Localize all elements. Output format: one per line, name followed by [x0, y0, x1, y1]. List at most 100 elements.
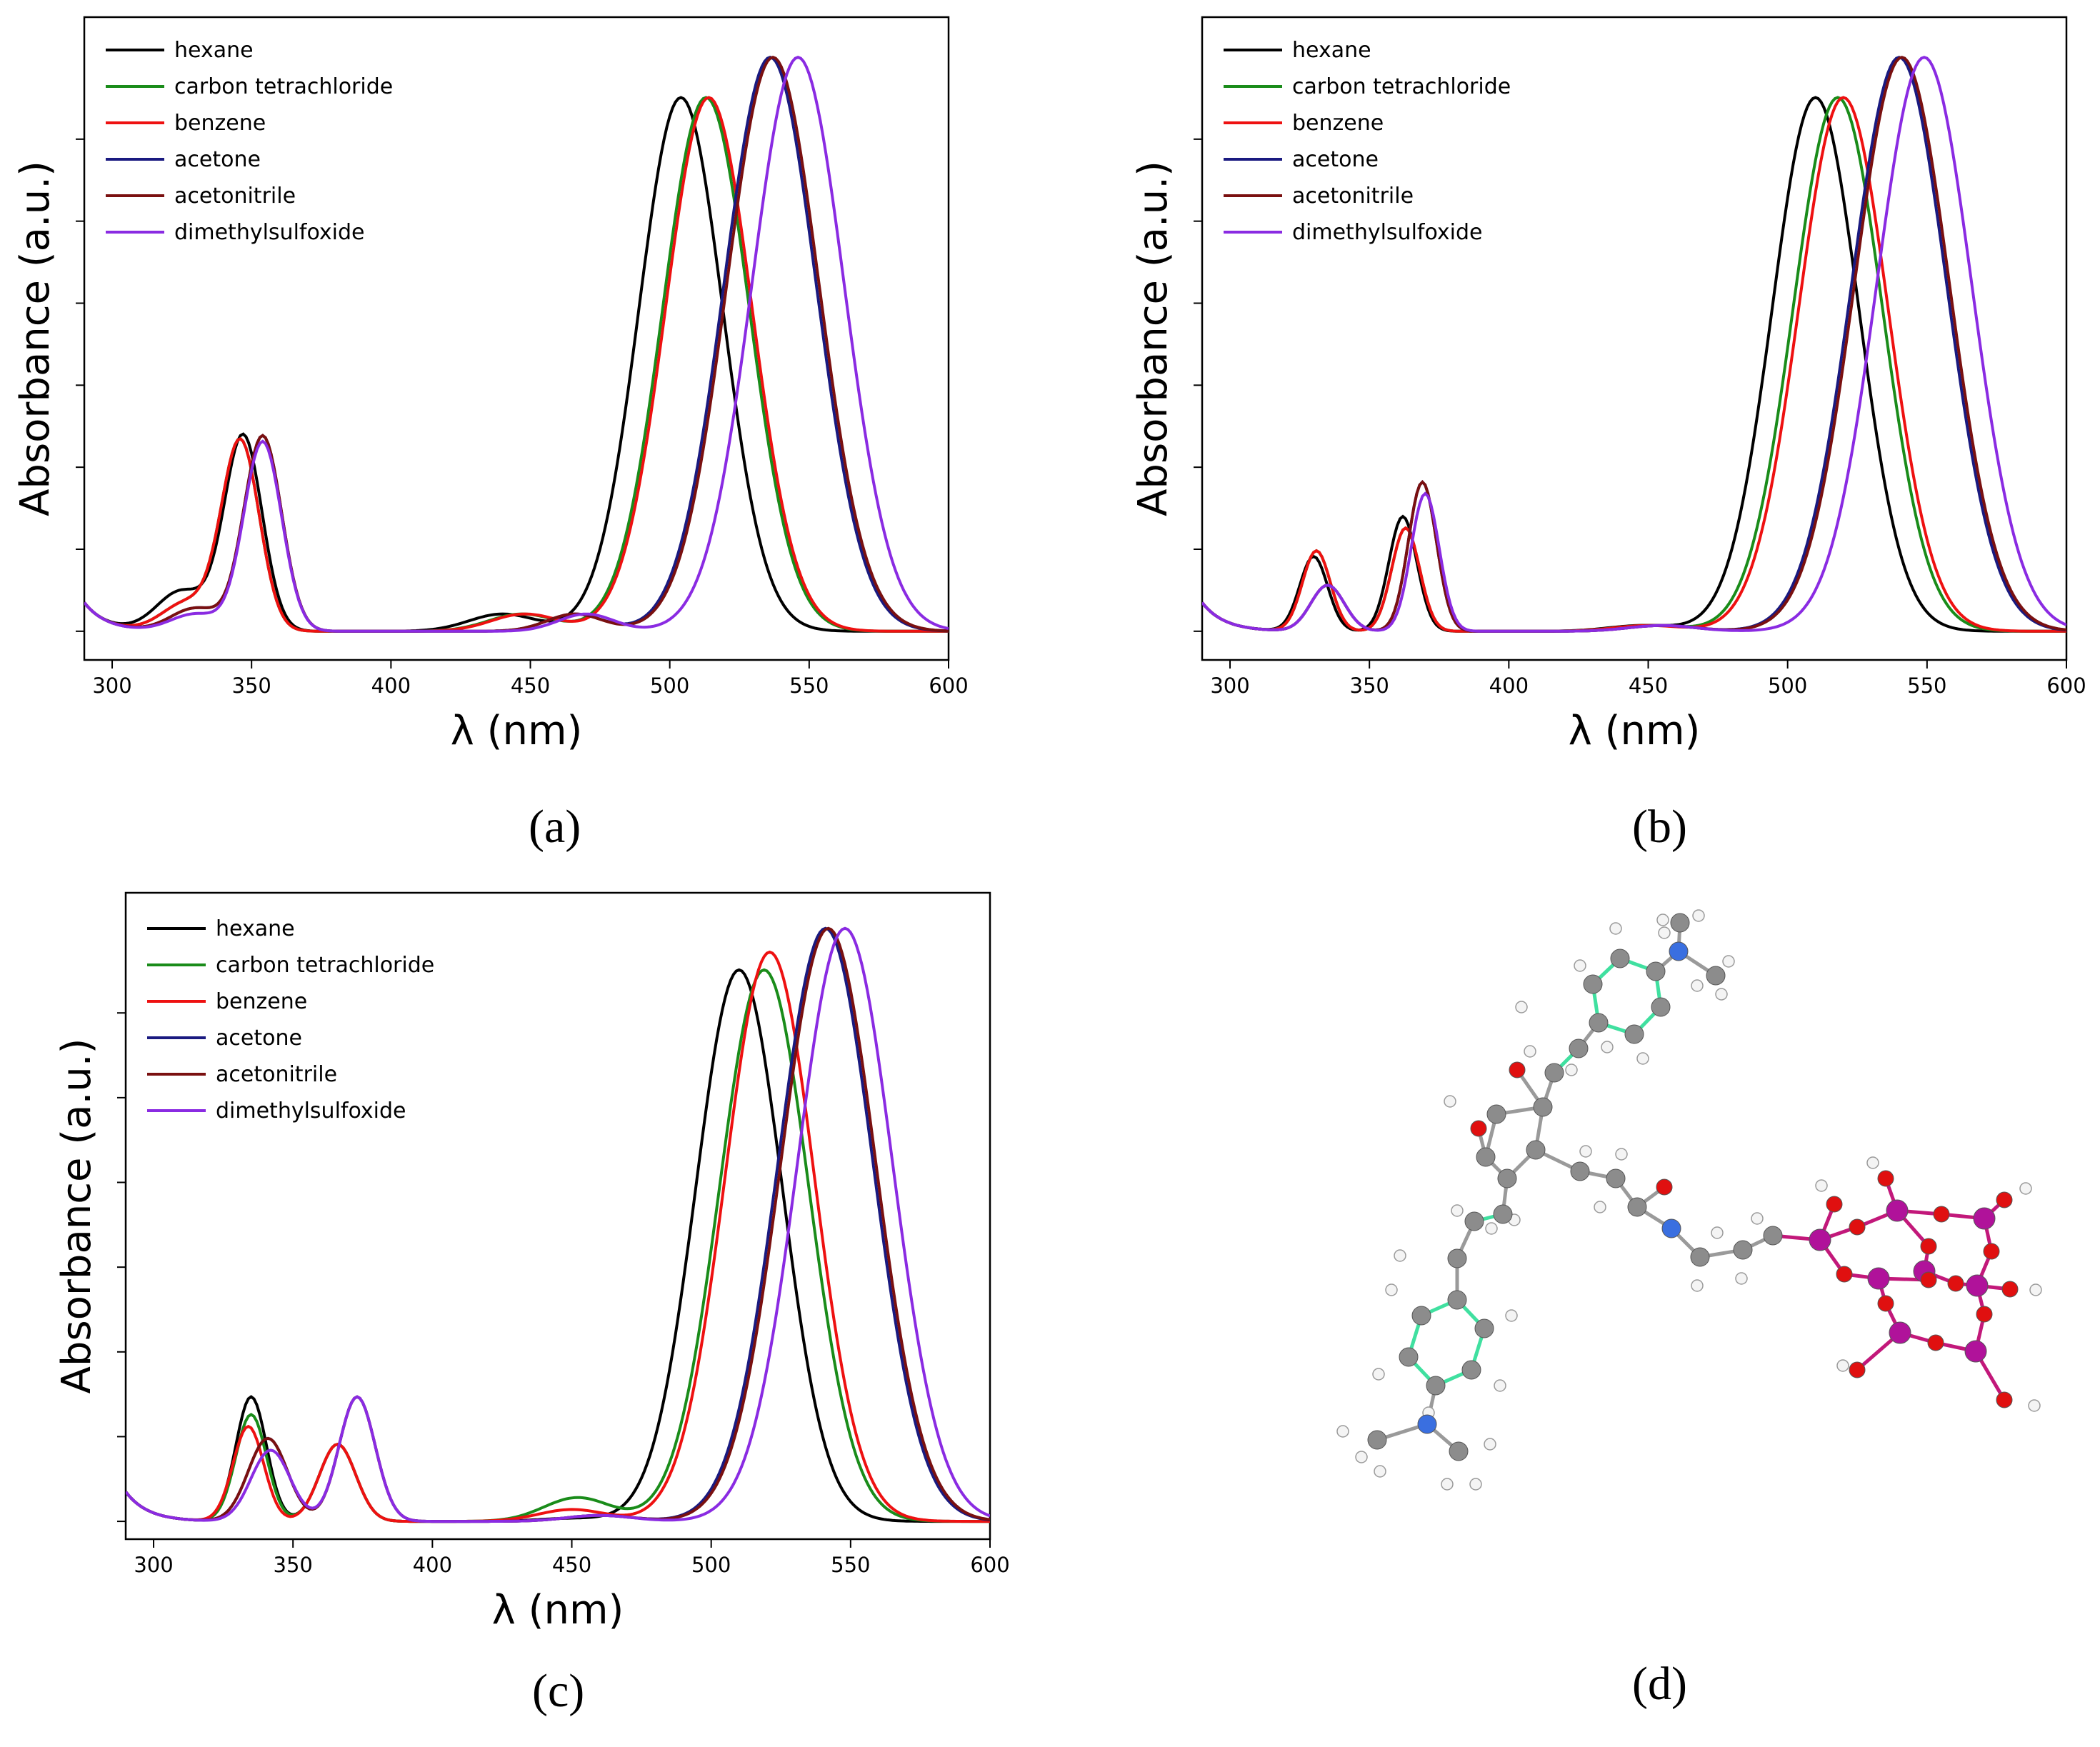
hydrogen-atom: [1394, 1249, 1406, 1262]
legend-label: dimethylsulfoxide: [174, 220, 364, 245]
legend-label: carbon tetrachloride: [1292, 74, 1511, 99]
hydrogen-atom: [1636, 1052, 1649, 1065]
y-axis-label: Absorbance (a.u.): [54, 1038, 100, 1394]
hydrogen-atom: [1372, 1368, 1385, 1381]
hydrogen-atom: [2028, 1399, 2041, 1412]
hydrogen-atom: [1484, 1438, 1496, 1451]
hydrogen-atom: [1524, 1045, 1536, 1058]
hydrogen-atom: [1836, 1359, 1849, 1372]
carbon-atom: [1646, 961, 1666, 981]
legend-label: benzene: [1292, 111, 1384, 136]
hydrogen-atom: [1722, 955, 1735, 968]
oxygen-atom: [1849, 1361, 1866, 1378]
oxygen-atom: [1983, 1243, 2000, 1260]
x-tick-label: 550: [789, 674, 829, 698]
hydrogen-atom: [1579, 1145, 1592, 1158]
x-tick-label: 300: [92, 674, 131, 698]
hydrogen-atom: [1751, 1212, 1764, 1225]
x-axis-label: λ (nm): [1569, 708, 1701, 754]
hydrogen-atom: [2019, 1182, 2032, 1195]
carbon-atom: [1399, 1347, 1419, 1367]
panel-label-a: (a): [529, 801, 581, 853]
legend-label: hexane: [174, 38, 254, 63]
oxygen-atom: [1920, 1271, 1937, 1288]
x-tick-label: 550: [831, 1553, 870, 1577]
carbon-atom: [1570, 1161, 1590, 1181]
phosphorus-atom: [1973, 1207, 1996, 1230]
oxygen-atom: [1656, 1178, 1673, 1196]
hydrogen-atom: [1658, 926, 1671, 939]
oxygen-atom: [1947, 1275, 1964, 1292]
nitrogen-atom: [1669, 941, 1689, 961]
carbon-atom: [1464, 1211, 1484, 1231]
y-axis-label: Absorbance (a.u.): [1130, 161, 1176, 516]
carbon-atom: [1583, 974, 1603, 994]
carbon-atom: [1706, 966, 1726, 986]
legend-label: acetone: [1292, 147, 1379, 172]
plot-frame: [83, 16, 950, 661]
carbon-atom: [1763, 1226, 1783, 1246]
carbon-atom: [1624, 1024, 1644, 1044]
hydrogen-atom: [1815, 1179, 1828, 1192]
series-line-acetone: [1202, 56, 2066, 633]
carbon-atom: [1461, 1360, 1481, 1380]
x-tick-label: 600: [929, 674, 968, 698]
x-tick-label: 600: [970, 1553, 1009, 1577]
hydrogen-atom: [2029, 1283, 2042, 1296]
oxygen-atom: [1877, 1170, 1894, 1187]
legend-label: hexane: [1292, 38, 1371, 63]
y-axis-label: Absorbance (a.u.): [12, 161, 59, 516]
legend-label: hexane: [216, 916, 295, 941]
carbon-atom: [1447, 1290, 1467, 1310]
hydrogen-atom: [1355, 1451, 1368, 1463]
series-line-benzene: [126, 950, 990, 1523]
oxygen-atom: [1996, 1391, 2013, 1408]
carbon-atom: [1526, 1140, 1546, 1160]
oxygen-atom: [1976, 1306, 1993, 1323]
legend-label: acetone: [174, 147, 261, 172]
hydrogen-atom: [1692, 909, 1705, 922]
x-axis-label: λ (nm): [451, 708, 583, 754]
carbon-atom: [1610, 948, 1630, 968]
plot-frame: [124, 891, 991, 1541]
oxygen-atom: [1927, 1334, 1944, 1351]
hydrogen-atom: [1609, 922, 1622, 935]
carbon-atom: [1411, 1306, 1431, 1326]
carbon-atom: [1733, 1240, 1753, 1260]
hydrogen-atom: [1469, 1478, 1482, 1491]
x-tick-label: 350: [274, 1553, 313, 1577]
chart-a: 300 350 400 450 500 550 600 λ (nm) Absorbance (a…: [12, 16, 969, 754]
x-tick-label: 600: [2046, 674, 2086, 698]
phosphorus-atom: [1886, 1199, 1909, 1222]
carbon-atom: [1606, 1168, 1626, 1188]
series-line-benzene: [84, 96, 949, 633]
x-tick-label: 500: [650, 674, 689, 698]
oxygen-atom: [1996, 1191, 2013, 1208]
legend-label: acetone: [216, 1026, 302, 1051]
x-tick-label: 400: [1489, 674, 1529, 698]
x-tick-label: 500: [691, 1553, 731, 1577]
series-line-dimethylsulfoxide: [126, 926, 990, 1523]
hydrogen-atom: [1615, 1148, 1628, 1161]
nitrogen-atom: [1417, 1414, 1437, 1434]
hydrogen-atom: [1866, 1156, 1879, 1169]
legend-label: dimethylsulfoxide: [216, 1098, 406, 1123]
panel-label-c: (c): [532, 1665, 585, 1717]
legend-label: acetonitrile: [216, 1062, 337, 1087]
hydrogen-atom: [1441, 1478, 1454, 1491]
legend-label: carbon tetrachloride: [174, 74, 393, 99]
series-line-hexane: [84, 96, 949, 633]
hydrogen-atom: [1735, 1272, 1748, 1285]
carbon-atom: [1627, 1197, 1647, 1217]
oxygen-atom: [1849, 1218, 1866, 1236]
phosphorus-atom: [1966, 1274, 1989, 1297]
hydrogen-atom: [1505, 1309, 1518, 1322]
x-tick-label: 400: [371, 674, 411, 698]
legend-label: benzene: [174, 111, 266, 136]
hydrogen-atom: [1565, 1063, 1578, 1076]
hydrogen-atom: [1485, 1222, 1498, 1235]
x-tick-label: 350: [1350, 674, 1389, 698]
oxygen-atom: [1836, 1266, 1853, 1283]
oxygen-atom: [1509, 1061, 1526, 1078]
